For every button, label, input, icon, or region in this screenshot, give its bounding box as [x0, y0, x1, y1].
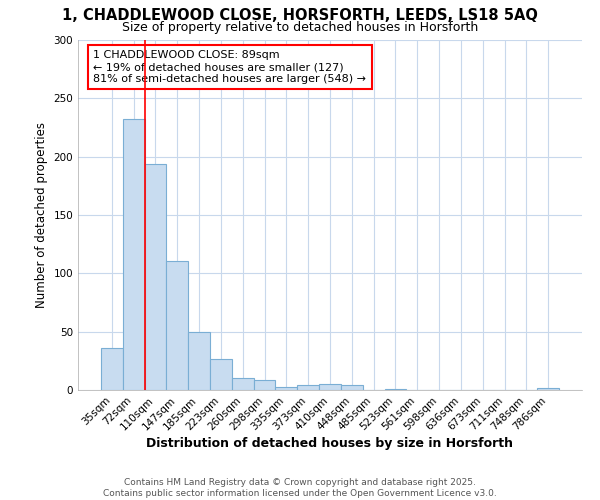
Text: Contains HM Land Registry data © Crown copyright and database right 2025.
Contai: Contains HM Land Registry data © Crown c… [103, 478, 497, 498]
Text: 1 CHADDLEWOOD CLOSE: 89sqm
← 19% of detached houses are smaller (127)
81% of sem: 1 CHADDLEWOOD CLOSE: 89sqm ← 19% of deta… [93, 50, 366, 84]
Bar [188, 332, 210, 390]
X-axis label: Distribution of detached houses by size in Horsforth: Distribution of detached houses by size … [146, 438, 514, 450]
Bar [210, 358, 232, 390]
Text: 1, CHADDLEWOOD CLOSE, HORSFORTH, LEEDS, LS18 5AQ: 1, CHADDLEWOOD CLOSE, HORSFORTH, LEEDS, … [62, 8, 538, 22]
Bar [145, 164, 166, 390]
Bar [341, 386, 363, 390]
Bar [101, 348, 123, 390]
Bar [254, 380, 275, 390]
Bar [123, 120, 145, 390]
Bar [275, 386, 297, 390]
Bar [319, 384, 341, 390]
Y-axis label: Number of detached properties: Number of detached properties [35, 122, 48, 308]
Bar [537, 388, 559, 390]
Text: Size of property relative to detached houses in Horsforth: Size of property relative to detached ho… [122, 21, 478, 34]
Bar [232, 378, 254, 390]
Bar [297, 386, 319, 390]
Bar [385, 389, 406, 390]
Bar [166, 260, 188, 390]
